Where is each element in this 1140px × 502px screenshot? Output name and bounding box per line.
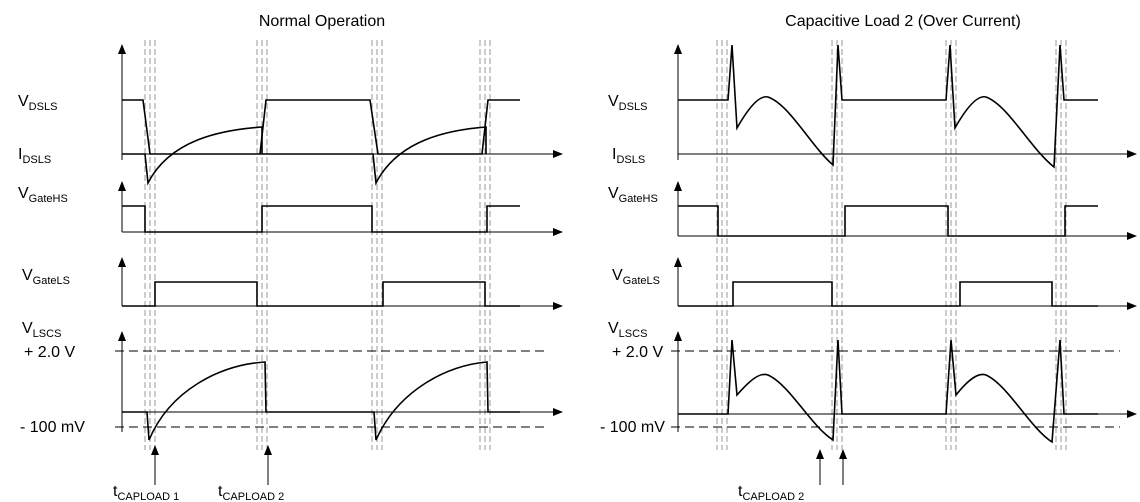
waveforms	[122, 99, 520, 441]
guides	[144, 40, 491, 450]
subscript: CAPLOAD 2	[222, 491, 284, 502]
level-label: + 2.0 V	[612, 344, 663, 361]
panel-title: Capacitive Load 2 (Over Current)	[785, 13, 1021, 30]
subscript: GateHS	[619, 193, 658, 205]
symbol: V	[608, 320, 619, 337]
signal-label: VDSLS	[608, 93, 647, 113]
signal-label: IDSLS	[18, 146, 51, 166]
marker-label: tCAPLOAD 2	[738, 483, 804, 502]
marker-label: tCAPLOAD 2	[218, 483, 284, 502]
symbol: I	[18, 146, 22, 163]
markers	[151, 445, 272, 485]
subscript: LSCS	[33, 328, 62, 340]
signal-label: VGateLS	[612, 267, 660, 287]
panel-title: Normal Operation	[259, 13, 385, 30]
symbol: V	[612, 267, 623, 284]
symbol: V	[18, 93, 29, 110]
subscript: DSLS	[29, 101, 58, 113]
symbol: t	[738, 483, 743, 500]
symbol: I	[612, 146, 616, 163]
symbol: V	[608, 185, 619, 202]
waveforms	[678, 44, 1098, 444]
markers	[816, 449, 847, 485]
subscript: GateHS	[29, 193, 68, 205]
symbol: t	[218, 483, 223, 500]
subscript: DSLS	[616, 154, 645, 166]
marker-label: tCAPLOAD 1	[113, 483, 179, 502]
level-label: + 2.0 V	[24, 344, 75, 361]
panel-overcurrent: Capacitive Load 2 (Over Current)	[671, 13, 1137, 485]
axes	[115, 44, 563, 432]
symbol: V	[608, 93, 619, 110]
panel-normal: Normal Operation	[115, 13, 563, 485]
subscript: DSLS	[619, 101, 648, 113]
signal-label: VGateHS	[608, 185, 658, 205]
symbol: V	[22, 267, 33, 284]
subscript: CAPLOAD 1	[117, 491, 179, 502]
subscript: LSCS	[619, 328, 648, 340]
symbol: V	[22, 320, 33, 337]
signal-label: VGateLS	[22, 267, 70, 287]
subscript: GateLS	[623, 275, 660, 287]
symbol: V	[18, 185, 29, 202]
signal-label: VLSCS	[608, 320, 647, 340]
subscript: CAPLOAD 2	[742, 491, 804, 502]
level-label: - 100 mV	[20, 419, 85, 436]
signal-label: IDSLS	[612, 146, 645, 166]
signal-label: VGateHS	[18, 185, 68, 205]
subscript: DSLS	[22, 154, 51, 166]
subscript: GateLS	[33, 275, 70, 287]
symbol: t	[113, 483, 118, 500]
signal-label: VDSLS	[18, 93, 57, 113]
guides	[716, 40, 1067, 450]
level-label: - 100 mV	[600, 419, 665, 436]
signal-label: VLSCS	[22, 320, 61, 340]
